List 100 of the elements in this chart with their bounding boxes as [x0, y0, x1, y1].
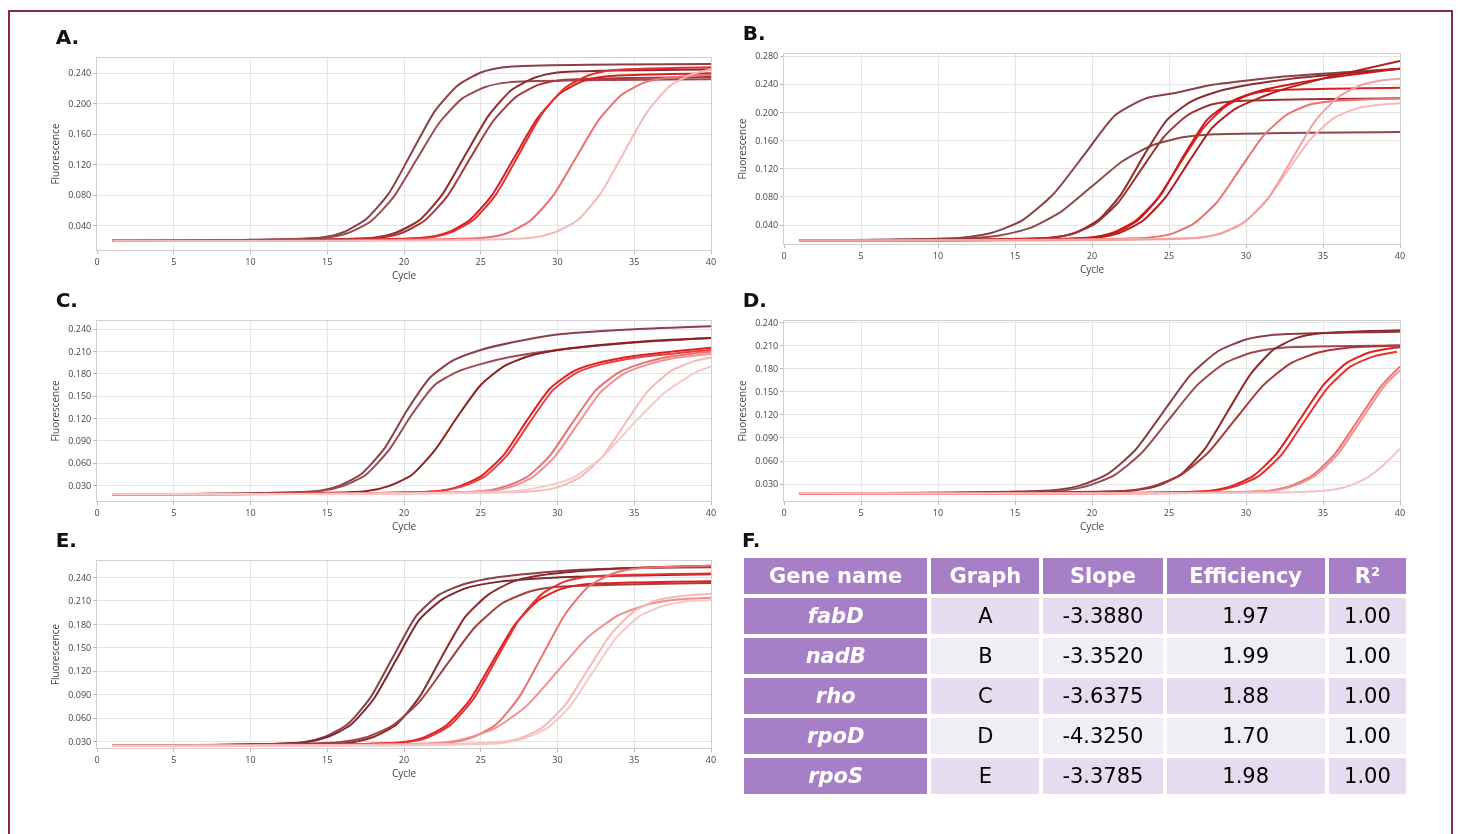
x-tick-label: 5	[171, 505, 177, 519]
y-tick-label: 0.160	[68, 127, 92, 141]
category-label: rho	[815, 684, 856, 708]
y-tick-label: 0.200	[755, 105, 779, 119]
y-tick-label: 0.030	[68, 734, 92, 748]
x-tick-label: 25	[1163, 505, 1175, 519]
x-tick-label: 20	[1086, 505, 1098, 519]
y-tick-label: 0.150	[68, 641, 92, 654]
text: 1.00	[1344, 724, 1391, 748]
x-tick-label: 35	[1317, 248, 1329, 262]
x-tick-label: 25	[475, 752, 486, 766]
y-tick-label: 0.090	[68, 433, 92, 447]
x-tick-label: 15	[322, 752, 333, 766]
category-label: Gene name	[744, 558, 928, 594]
y-tick-label: 0.180	[68, 617, 92, 631]
x-tick-label: 15	[1009, 505, 1021, 519]
text: B	[978, 644, 993, 668]
category-label: R²	[1328, 558, 1406, 594]
y-tick-label: 0.240	[68, 570, 92, 584]
text: 1.97	[1222, 604, 1270, 628]
x-tick-label: 0	[94, 505, 100, 519]
y-tick-label: 0.240	[68, 66, 92, 80]
category-label: Slope	[1043, 558, 1163, 594]
x-tick-label: 25	[475, 505, 486, 519]
y-tick-label: 0.150	[68, 389, 92, 403]
x-tick-label: 40	[1394, 248, 1406, 262]
x-tick-label: 35	[629, 752, 640, 766]
text: 1.00	[1344, 644, 1391, 668]
x-tick-label: 40	[1394, 505, 1406, 519]
y-tick-label: 0.080	[68, 188, 92, 202]
category-label: nadB	[805, 644, 866, 668]
x-tick-label: 30	[552, 254, 563, 268]
y-tick-label: 0.060	[68, 456, 92, 470]
x-tick-label: 30	[1240, 505, 1252, 519]
x-tick-label: 10	[245, 254, 256, 268]
x-tick-label: 20	[398, 752, 410, 766]
y-tick-label: 0.040	[68, 218, 92, 232]
x-tick-label: 35	[629, 505, 640, 519]
y-tick-label: 0.080	[755, 190, 779, 203]
text: A	[978, 604, 993, 628]
y-tick-label: 0.120	[68, 411, 92, 425]
chart-title: B.	[742, 21, 766, 46]
y-tick-label: 0.060	[68, 711, 92, 725]
y-tick-label: 0.210	[68, 594, 92, 608]
chart-title: C.	[55, 287, 78, 312]
y-tick-label: 0.120	[755, 161, 779, 175]
x-axis-title: Cycle	[391, 267, 417, 282]
text: -3.3785	[1062, 764, 1144, 788]
x-tick-label: 20	[398, 505, 410, 519]
y-tick-label: 0.060	[755, 454, 779, 468]
y-tick-label: 0.180	[755, 361, 779, 375]
x-axis-title: Cycle	[1079, 518, 1105, 533]
x-axis-title: Cycle	[1079, 261, 1105, 276]
text: -3.6375	[1062, 684, 1144, 708]
y-axis-title: Fluorescence	[735, 118, 750, 180]
x-tick-label: 10	[245, 505, 256, 519]
x-tick-label: 35	[629, 254, 640, 268]
x-tick-label: 15	[322, 505, 333, 519]
text: -4.3250	[1062, 724, 1144, 748]
text: 1.98	[1222, 764, 1270, 788]
text: 1.00	[1344, 764, 1391, 788]
text: 1.00	[1344, 684, 1391, 708]
x-tick-label: 25	[475, 254, 486, 268]
y-tick-label: 0.150	[755, 384, 779, 398]
x-tick-label: 15	[322, 254, 333, 268]
x-tick-label: 25	[1163, 248, 1175, 262]
y-tick-label: 0.120	[68, 664, 92, 678]
text: 1.00	[1344, 604, 1391, 628]
text: C	[978, 684, 993, 708]
text: F.	[742, 528, 761, 552]
chart-title: E.	[55, 527, 77, 552]
y-tick-label: 0.090	[68, 687, 92, 701]
x-tick-label: 40	[705, 752, 717, 766]
y-tick-label: 0.120	[68, 157, 92, 171]
x-tick-label: 0	[94, 752, 100, 766]
y-axis-title: Fluorescence	[48, 123, 63, 185]
x-tick-label: 0	[781, 505, 787, 519]
y-tick-label: 0.280	[755, 49, 779, 63]
y-axis-title: Fluorescence	[735, 380, 750, 442]
text: -3.3520	[1062, 644, 1144, 668]
text: E	[978, 764, 992, 788]
x-tick-label: 5	[858, 248, 864, 262]
y-tick-label: 0.180	[68, 366, 92, 380]
text: 1.99	[1222, 644, 1270, 668]
x-tick-label: 30	[1240, 248, 1252, 262]
y-tick-label: 0.210	[755, 338, 779, 352]
y-tick-label: 0.240	[755, 77, 779, 91]
y-axis-title: Fluorescence	[48, 623, 63, 686]
x-tick-label: 35	[1317, 505, 1329, 519]
x-tick-label: 30	[552, 505, 563, 519]
category-label: rpoS	[808, 764, 864, 788]
x-tick-label: 30	[552, 752, 563, 766]
x-tick-label: 10	[932, 505, 944, 519]
x-tick-label: 20	[398, 254, 410, 268]
y-tick-label: 0.240	[755, 315, 779, 329]
x-tick-label: 0	[94, 254, 100, 268]
x-tick-label: 5	[171, 254, 177, 268]
x-tick-label: 40	[705, 254, 717, 268]
x-tick-label: 10	[245, 752, 256, 766]
x-tick-label: 5	[171, 752, 177, 766]
